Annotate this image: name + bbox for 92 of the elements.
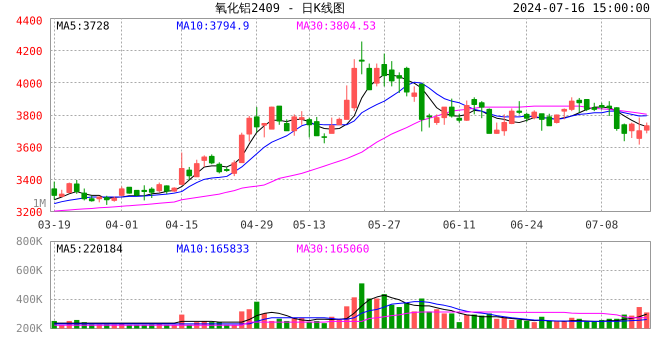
candlestick [501, 114, 508, 136]
candlestick [321, 132, 328, 144]
candlestick [411, 86, 418, 102]
candlestick [314, 116, 320, 136]
x-tick-label: 04-29 [240, 218, 274, 232]
candlestick [538, 113, 545, 132]
candlestick [614, 106, 620, 132]
candlestick [494, 122, 500, 134]
candlestick [478, 100, 485, 119]
candlestick [606, 100, 612, 116]
y-tick-label: 3200 [16, 206, 43, 219]
candlestick [328, 117, 335, 134]
x-tick-label: 04-01 [105, 218, 138, 232]
candlestick [531, 110, 538, 120]
candlestick [636, 117, 642, 146]
candlestick [621, 123, 628, 142]
x-tick-label: 03-19 [38, 218, 71, 232]
text: MA30:165060 [296, 242, 370, 256]
candlestick [298, 110, 305, 126]
y-tick-label: 4200 [16, 45, 43, 58]
candlestick [374, 63, 380, 87]
candlestick [366, 63, 372, 90]
text: MA30:3804.53 [296, 20, 376, 32]
text: 2024-07-16 15:00:00 [512, 0, 650, 17]
x-tick-label: 04-15 [165, 218, 198, 232]
candlestick [156, 182, 162, 193]
candlestick [508, 108, 515, 125]
candlestick [51, 181, 58, 200]
candlestick [268, 106, 275, 130]
line-series [54, 301, 648, 324]
candlestick [246, 115, 252, 142]
candlestick [104, 195, 110, 206]
text: MA10:165833 [176, 242, 250, 256]
y-tick-label: 200K [16, 322, 43, 335]
candlestick [141, 184, 148, 201]
candlestick [254, 106, 260, 133]
candlestick [426, 113, 432, 128]
candlestick [388, 60, 395, 87]
y-tick-label: 800K [16, 235, 43, 248]
x-tick-label: 06-11 [442, 218, 476, 232]
candlestick [118, 186, 125, 197]
candlestick [448, 98, 455, 118]
candlestick [561, 108, 568, 120]
y-tick-label: 4000 [16, 77, 43, 90]
x-tick-label: 06-24 [510, 218, 544, 232]
candlestick [186, 166, 192, 180]
candlestick [471, 96, 478, 115]
candlestick [434, 114, 440, 126]
x-tick-label: 05-13 [292, 218, 326, 232]
candlestick [291, 114, 298, 136]
chart-title: 氧化铝2409 - 日K线图 [215, 1, 345, 15]
candlestick [568, 96, 575, 112]
candlestick [81, 188, 88, 201]
x-tick-label: 07-08 [585, 218, 618, 232]
candlestick [216, 162, 222, 174]
candlestick [486, 108, 492, 134]
candlestick [441, 106, 448, 126]
candlestick [584, 99, 590, 112]
y-tick-label: 3400 [16, 174, 43, 187]
y-tick-label: 400K [16, 293, 43, 306]
candlestick [178, 152, 185, 186]
candlestick [284, 118, 290, 132]
candlestick [644, 122, 650, 134]
candlestick [358, 41, 365, 75]
candlestick [396, 72, 402, 94]
y-tick-label: 4400 [16, 14, 43, 28]
candlestick [148, 186, 155, 198]
candlestick [201, 154, 208, 168]
candlestick [208, 154, 215, 165]
y-tick-label: 3600 [16, 142, 43, 155]
line-series [54, 311, 648, 326]
candlestick [194, 159, 200, 178]
y-tick-label: 600K [16, 264, 43, 277]
candlestick [546, 113, 552, 126]
candlestick [344, 84, 350, 120]
candlestick [628, 122, 635, 138]
x-tick-label: 05-27 [368, 218, 401, 232]
candlestick [306, 117, 312, 138]
candlestick [74, 179, 80, 194]
text: MA5:220184 [56, 242, 124, 256]
text: MA10:3794.9 [176, 20, 250, 32]
line-series [54, 294, 648, 324]
candlestick [516, 100, 522, 115]
candlestick [276, 106, 282, 126]
candlestick [261, 122, 268, 138]
y-tick-label: 3800 [16, 110, 43, 122]
candlestick [464, 100, 470, 122]
candlestick [576, 97, 582, 114]
candlestick [381, 53, 388, 87]
text: MA5:3728 [56, 20, 110, 32]
candlestick [404, 66, 410, 97]
candlestick [231, 160, 238, 177]
